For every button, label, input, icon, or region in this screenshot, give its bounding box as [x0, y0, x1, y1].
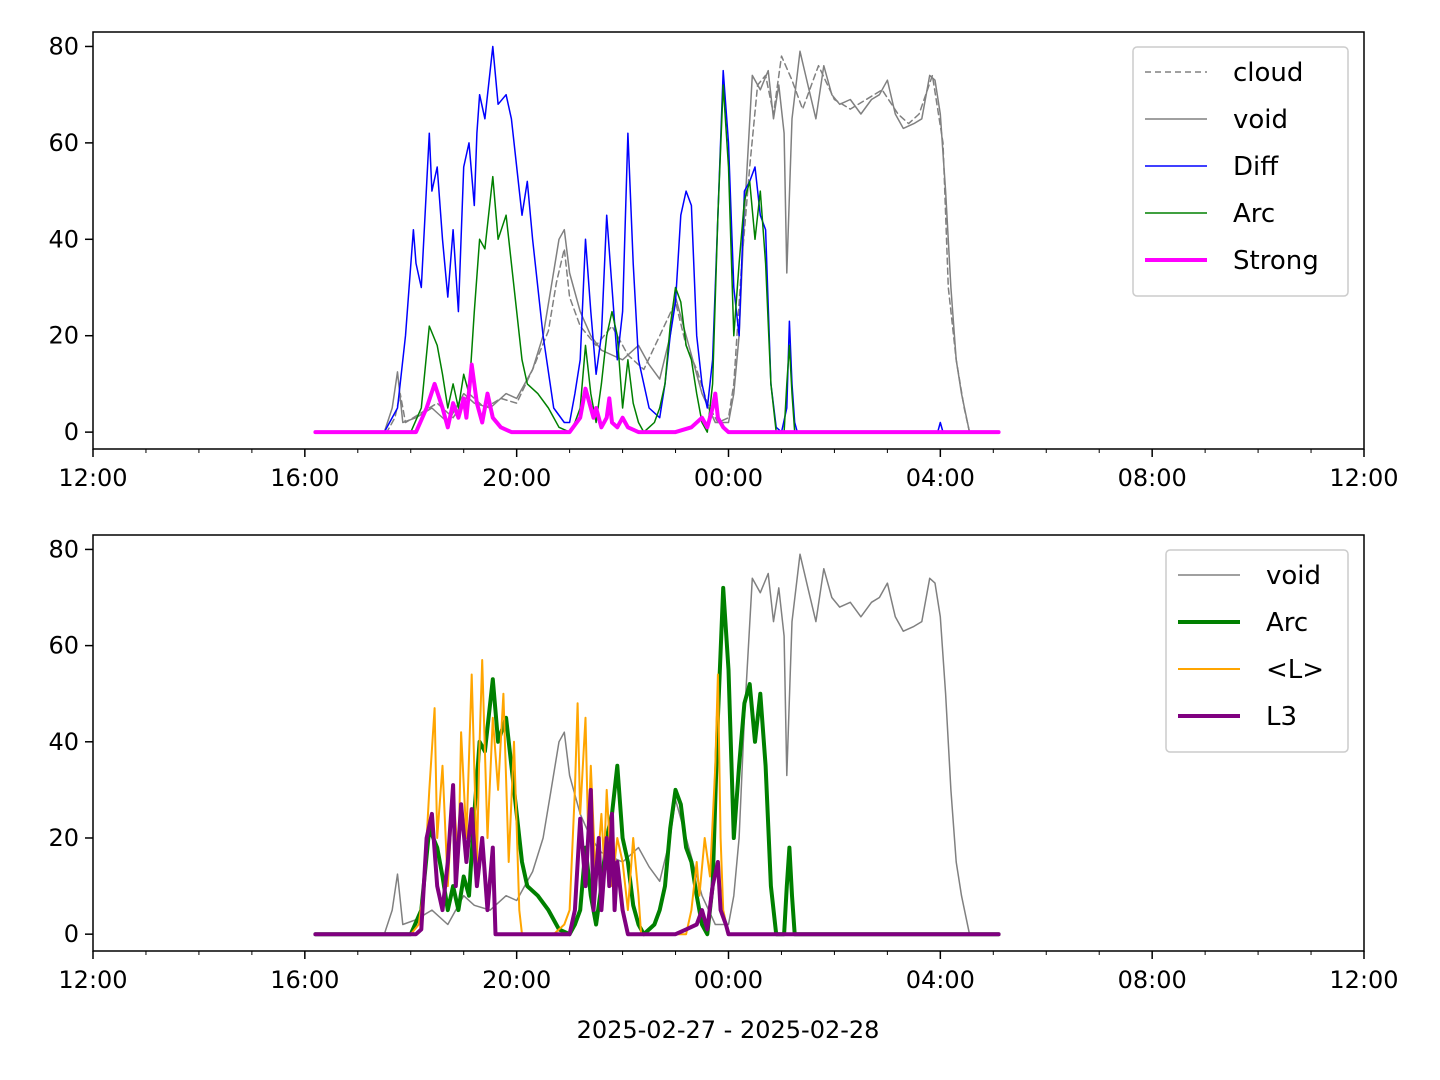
legend-label: void	[1266, 561, 1321, 591]
x-axis-label: 2025-02-27 - 2025-02-28	[577, 1016, 880, 1044]
series-line-l3	[313, 783, 1001, 937]
x-tick-label: 08:00	[1118, 966, 1187, 994]
series-line-arc	[314, 84, 1000, 433]
x-tick-label: 00:00	[694, 966, 763, 994]
x-tick-label: 16:00	[270, 464, 339, 492]
x-tick-label: 12:00	[1329, 464, 1398, 492]
legend-label: cloud	[1233, 58, 1303, 88]
x-tick-label: 20:00	[482, 966, 551, 994]
y-tick-label: 0	[64, 920, 79, 948]
legend-label: Diff	[1233, 152, 1279, 182]
series-line-void	[314, 50, 1000, 433]
x-tick-label: 08:00	[1118, 464, 1187, 492]
series-line-diff	[314, 45, 1000, 433]
y-tick-label: 0	[64, 418, 79, 446]
legend-label: Arc	[1266, 608, 1308, 638]
y-tick-label: 60	[48, 129, 79, 157]
series-line-arc	[313, 585, 1001, 937]
series-line-void	[314, 553, 1000, 935]
legend: cloud void Diff Arc Strong	[1132, 46, 1349, 297]
x-tick-label: 20:00	[482, 464, 551, 492]
plot-area	[313, 553, 1001, 937]
legend-label: L3	[1266, 702, 1297, 732]
y-tick-label: 20	[48, 824, 79, 852]
y-tick-label: 40	[48, 225, 79, 253]
x-tick-label: 04:00	[906, 966, 975, 994]
legend: void Arc <L> L3	[1165, 549, 1349, 753]
bottom-chart-panel: 12:00 16:00 20:00 00:00 04:00 08:00 12:00 0 20 40…	[48, 534, 1399, 994]
y-tick-label: 80	[48, 32, 79, 60]
top-chart-panel: 12:00 16:00 20:00 00:00 04:00 08:00 12:00 0 20 40…	[48, 31, 1399, 492]
legend-label: Strong	[1233, 246, 1319, 276]
y-tick-label: 20	[48, 322, 79, 350]
legend-frame	[1132, 46, 1349, 297]
x-tick-label: 04:00	[906, 464, 975, 492]
legend-frame	[1165, 549, 1349, 753]
y-tick-label: 40	[48, 728, 79, 756]
plot-area	[313, 45, 1001, 435]
legend-label: Arc	[1233, 199, 1275, 229]
x-tick-label: 00:00	[694, 464, 763, 492]
x-tick-label: 12:00	[58, 966, 127, 994]
legend-label: void	[1233, 105, 1288, 135]
y-tick-label: 80	[48, 535, 79, 563]
x-tick-label: 16:00	[270, 966, 339, 994]
legend-label: <L>	[1266, 655, 1324, 685]
y-tick-label: 60	[48, 632, 79, 660]
series-line-strong	[313, 362, 1001, 435]
x-tick-label: 12:00	[1329, 966, 1398, 994]
x-tick-label: 12:00	[58, 464, 127, 492]
